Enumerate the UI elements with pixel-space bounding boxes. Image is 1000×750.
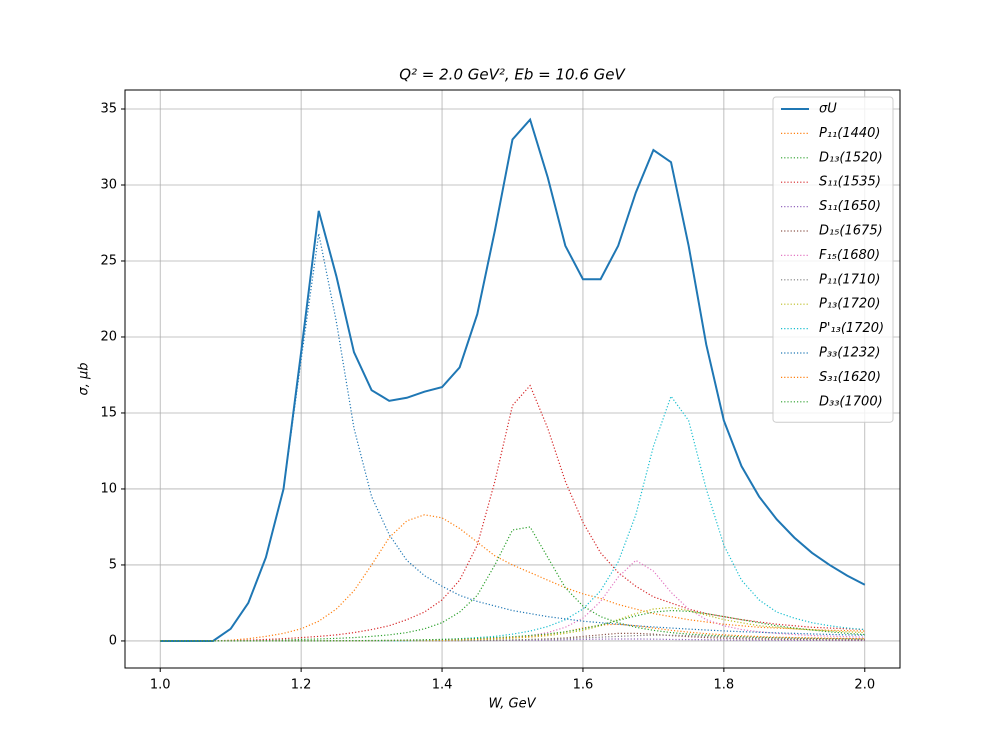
legend-label: P₃₃(1232) [819,346,881,361]
plot-area [160,117,866,642]
series-line [160,609,865,642]
x-tick-label: 1.4 [432,678,453,693]
series-line [160,623,865,642]
legend-label: D₁₃(1520) [819,150,883,165]
legend-label: σU [819,102,837,117]
x-tick-label: 1.6 [573,678,594,693]
series-line [160,394,865,642]
y-tick-label: 10 [100,481,117,496]
x-axis-label: W, GeV [488,697,536,712]
legend-label: S₃₁(1620) [819,370,881,385]
series-line [160,117,866,642]
x-tick-label: 1.8 [714,678,735,693]
legend-label: P₁₁(1710) [819,272,881,287]
plot-frame [124,89,901,669]
legend-label: D₃₃(1700) [819,394,883,409]
series-line [160,384,865,642]
y-tick-label: 15 [100,405,117,420]
x-tick-label: 1.2 [291,678,312,693]
y-tick-label: 30 [100,177,117,192]
series-line [160,606,865,642]
x-tick-label: 1.0 [150,678,171,693]
x-tick-label: 2.0 [854,678,875,693]
legend-label: S₁₁(1650) [819,199,881,214]
y-axis-label: σ, μb [77,362,92,395]
legend-label: P₁₁(1440) [819,126,881,141]
legend-label: S₁₁(1535) [819,175,881,190]
legend-label: P₁₃(1720) [819,297,881,312]
series-line [160,634,865,642]
legend-box [772,96,894,423]
series-line [160,526,865,642]
y-tick-label: 5 [109,557,117,572]
chart-title: Q² = 2.0 GeV², Eb = 10.6 GeV [399,66,626,84]
y-tick-label: 35 [100,101,117,116]
legend-label: D₁₅(1675) [819,224,883,239]
y-tick-label: 25 [100,253,117,268]
y-tick-label: 20 [100,329,117,344]
y-tick-label: 0 [109,633,117,648]
legend-label: P'₁₃(1720) [819,321,884,336]
legend-label: F₁₅(1680) [819,248,880,263]
